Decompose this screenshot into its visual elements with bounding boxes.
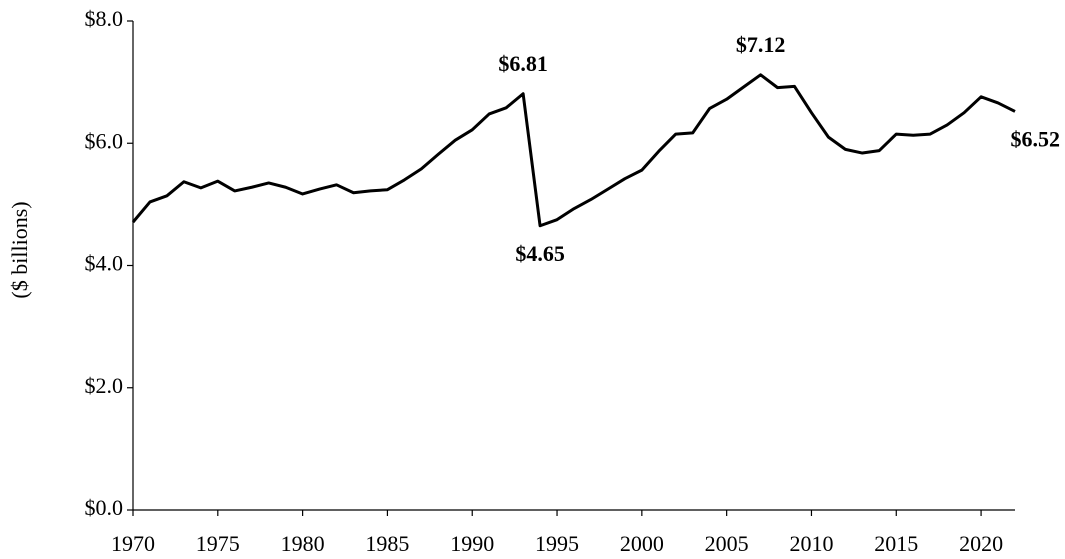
y-axis-label: ($ billions) bbox=[7, 201, 32, 298]
x-tick-label: 1975 bbox=[196, 531, 240, 556]
y-tick-label: $4.0 bbox=[85, 251, 124, 276]
data-label: $6.52 bbox=[1011, 127, 1061, 152]
x-tick-label: 1995 bbox=[535, 531, 579, 556]
x-tick-label: 2020 bbox=[959, 531, 1003, 556]
x-tick-label: 1985 bbox=[365, 531, 409, 556]
line-series bbox=[131, 73, 1016, 228]
y-tick-label: $0.0 bbox=[85, 495, 124, 520]
x-tick-label: 2010 bbox=[789, 531, 833, 556]
x-tick-label: 2005 bbox=[705, 531, 749, 556]
x-tick-label: 1990 bbox=[450, 531, 494, 556]
x-tick-label: 1980 bbox=[281, 531, 325, 556]
data-label: $7.12 bbox=[736, 32, 786, 57]
x-tick-label: 1970 bbox=[111, 531, 155, 556]
data-label: $4.65 bbox=[515, 241, 565, 266]
y-tick-label: $6.0 bbox=[85, 128, 124, 153]
x-tick-label: 2000 bbox=[620, 531, 664, 556]
data-label: $6.81 bbox=[498, 51, 548, 76]
y-tick-label: $2.0 bbox=[85, 373, 124, 398]
x-tick-label: 2015 bbox=[874, 531, 918, 556]
y-tick-label: $8.0 bbox=[85, 6, 124, 31]
